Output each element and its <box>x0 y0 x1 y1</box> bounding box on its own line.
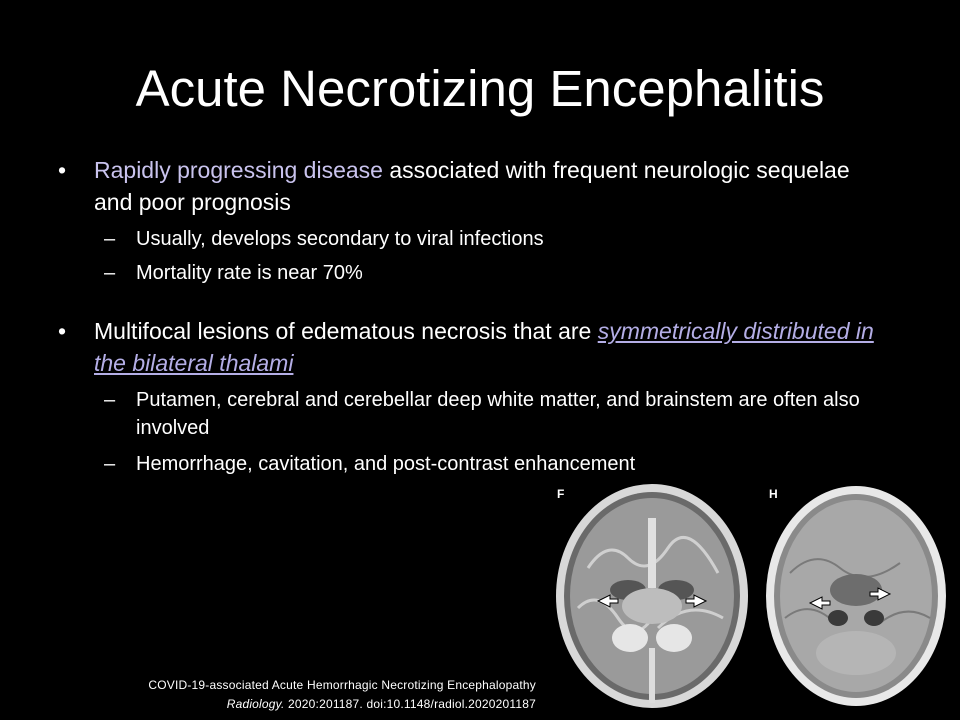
bullet-mark: • <box>58 318 67 344</box>
slide-title: Acute Necrotizing Encephalitis <box>135 60 825 117</box>
mri-image-h: H <box>760 478 953 708</box>
sub-bullet-mark: – <box>104 228 116 250</box>
bullet-highlight: Rapidly progressing disease <box>94 157 383 183</box>
sub-bullet-mark: – <box>104 262 116 284</box>
sub-bullet-item: – Usually, develops secondary to viral i… <box>104 225 916 253</box>
sub-bullet-mark: – <box>104 389 116 411</box>
citation-title: COVID-19-associated Acute Hemorrhagic Ne… <box>148 678 536 692</box>
sub-bullet-item: – Mortality rate is near 70% <box>104 259 916 287</box>
bullet-item: • Multifocal lesions of edematous necros… <box>58 315 894 379</box>
panel-label-h: H <box>769 487 778 501</box>
citation-doi: 2020:201187. doi:10.1148/radiol.20202011… <box>284 697 536 711</box>
bullet-link[interactable]: symmetrically distributed in the bilater… <box>94 318 874 376</box>
sub-bullet-item: – Hemorrhage, cavitation, and post-contr… <box>104 450 916 478</box>
bullet-mark: • <box>58 157 67 183</box>
citation-journal: Radiology. <box>226 697 285 711</box>
mri-t2-axial <box>548 478 754 708</box>
citation: COVID-19-associated Acute Hemorrhagic Ne… <box>148 676 536 714</box>
sub-bullet-text: Mortality rate is near 70% <box>136 262 363 284</box>
panel-label-f: F <box>557 487 565 501</box>
sub-bullet-mark: – <box>104 453 116 475</box>
sub-bullet-item: – Putamen, cerebral and cerebellar deep … <box>104 386 916 442</box>
bullet-text: associated with frequent neurologic sequ… <box>94 157 850 215</box>
bullet-text: Multifocal lesions of edematous necrosis… <box>94 318 598 344</box>
mri-image-f: F <box>548 478 754 708</box>
bullet-item: • Rapidly progressing disease associated… <box>58 154 894 218</box>
citation-reference: Radiology. 2020:201187. doi:10.1148/radi… <box>148 695 536 714</box>
mri-t1-axial <box>760 478 953 708</box>
sub-bullet-text: Hemorrhage, cavitation, and post-contras… <box>136 453 636 475</box>
sub-bullet-text: Putamen, cerebral and cerebellar deep wh… <box>136 389 860 439</box>
sub-bullet-text: Usually, develops secondary to viral inf… <box>136 228 544 250</box>
